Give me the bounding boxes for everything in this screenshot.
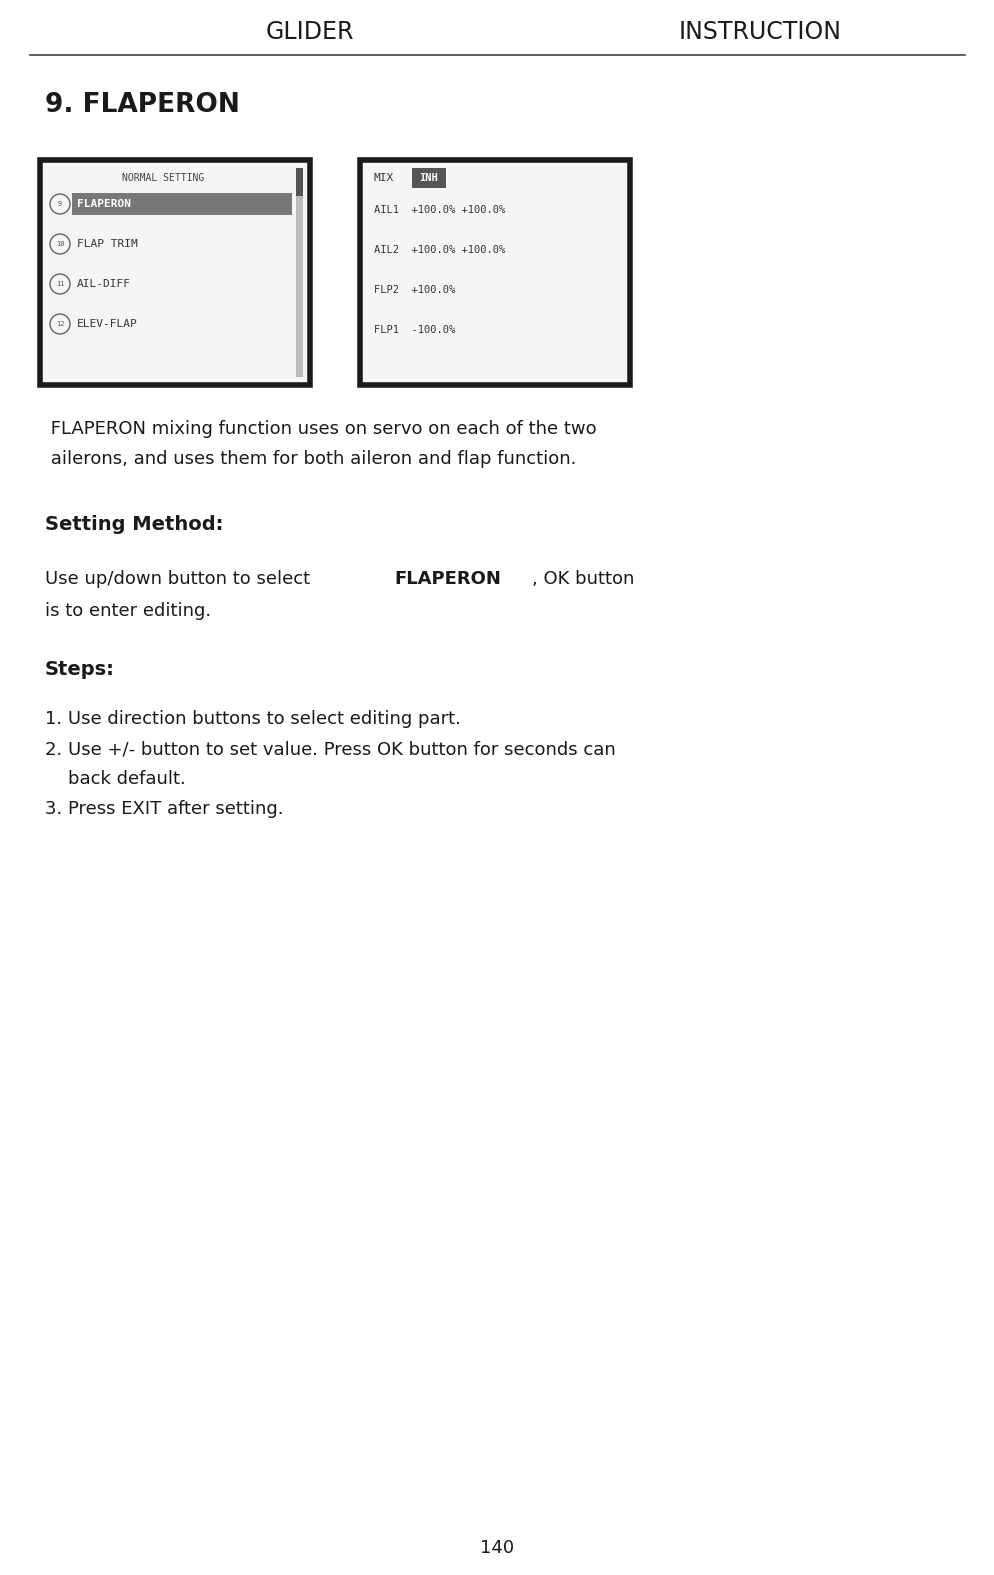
FancyBboxPatch shape (360, 161, 629, 384)
Text: 10: 10 (56, 241, 65, 247)
Text: Setting Method:: Setting Method: (45, 515, 223, 534)
Text: AIL1  +100.0% +100.0%: AIL1 +100.0% +100.0% (374, 205, 505, 216)
Text: Steps:: Steps: (45, 660, 114, 679)
Text: is to enter editing.: is to enter editing. (45, 602, 211, 621)
Text: INSTRUCTION: INSTRUCTION (678, 20, 841, 44)
Text: 9: 9 (58, 202, 62, 206)
Text: 1. Use direction buttons to select editing part.: 1. Use direction buttons to select editi… (45, 710, 460, 728)
Text: NORMAL SETTING: NORMAL SETTING (121, 173, 204, 183)
Text: FLAPERON: FLAPERON (394, 570, 501, 587)
Text: AIL-DIFF: AIL-DIFF (77, 279, 131, 288)
Text: AIL2  +100.0% +100.0%: AIL2 +100.0% +100.0% (374, 246, 505, 255)
FancyBboxPatch shape (72, 194, 291, 216)
FancyBboxPatch shape (295, 169, 303, 376)
Text: 9. FLAPERON: 9. FLAPERON (45, 91, 240, 118)
Text: back default.: back default. (45, 770, 186, 788)
Text: INH: INH (419, 173, 438, 183)
Text: FLAPERON mixing function uses on servo on each of the two: FLAPERON mixing function uses on servo o… (45, 421, 596, 438)
Text: MIX: MIX (374, 173, 394, 183)
Text: FLP2  +100.0%: FLP2 +100.0% (374, 285, 455, 295)
Text: FLAP TRIM: FLAP TRIM (77, 239, 137, 249)
Text: 140: 140 (479, 1539, 514, 1558)
Text: ailerons, and uses them for both aileron and flap function.: ailerons, and uses them for both aileron… (45, 450, 576, 468)
Text: GLIDER: GLIDER (265, 20, 354, 44)
Text: Use up/down button to select: Use up/down button to select (45, 570, 315, 587)
Text: 11: 11 (56, 280, 65, 287)
FancyBboxPatch shape (295, 169, 303, 195)
Text: FLAPERON: FLAPERON (77, 198, 131, 209)
Text: FLP1  -100.0%: FLP1 -100.0% (374, 324, 455, 335)
Text: 3. Press EXIT after setting.: 3. Press EXIT after setting. (45, 800, 283, 817)
Text: 2. Use +/- button to set value. Press OK button for seconds can: 2. Use +/- button to set value. Press OK… (45, 740, 615, 758)
Text: , OK button: , OK button (532, 570, 634, 587)
Text: 12: 12 (56, 321, 65, 328)
Text: ELEV-FLAP: ELEV-FLAP (77, 320, 137, 329)
FancyBboxPatch shape (40, 161, 310, 384)
FancyBboxPatch shape (412, 169, 445, 187)
